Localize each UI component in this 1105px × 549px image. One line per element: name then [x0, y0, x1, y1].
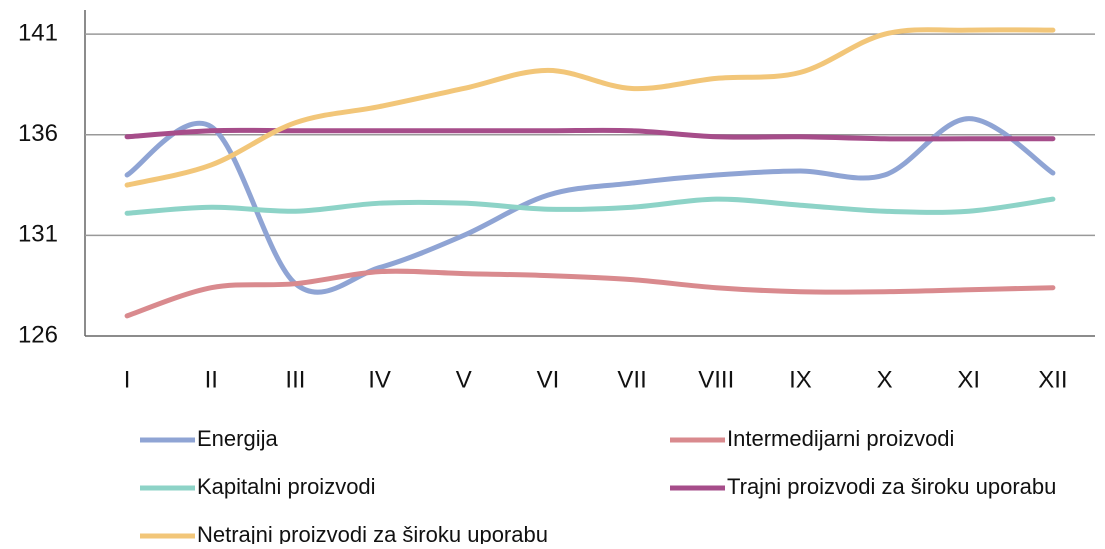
x-tick-label: IX [789, 366, 812, 393]
y-tick-label: 141 [18, 19, 58, 46]
x-tick-label: XI [957, 366, 980, 393]
legend-label: Trajni proizvodi za široku uporabu [727, 474, 1056, 499]
x-tick-label: XII [1038, 366, 1067, 393]
y-tick-label: 136 [18, 120, 58, 147]
series-line [124, 268, 1056, 319]
x-tick-label: III [285, 366, 305, 393]
legend-label: Netrajni proizvodi za široku uporabu [197, 522, 548, 544]
x-tick-label: V [456, 366, 472, 393]
legend-label: Energija [197, 426, 278, 451]
series-line [124, 196, 1056, 216]
x-tick-label: II [205, 366, 218, 393]
series-line [124, 127, 1056, 142]
y-tick-label: 126 [18, 321, 58, 348]
y-tick-label: 131 [18, 221, 58, 248]
legend-label: Intermedijarni proizvodi [727, 426, 954, 451]
series-line [124, 116, 1056, 295]
x-tick-label: VIII [698, 366, 734, 393]
series-line [124, 27, 1056, 188]
x-tick-label: I [124, 366, 131, 393]
x-tick-label: X [877, 366, 893, 393]
legend-label: Kapitalni proizvodi [197, 474, 376, 499]
x-tick-label: VI [537, 366, 560, 393]
x-tick-label: IV [368, 366, 391, 393]
x-tick-label: VII [617, 366, 646, 393]
